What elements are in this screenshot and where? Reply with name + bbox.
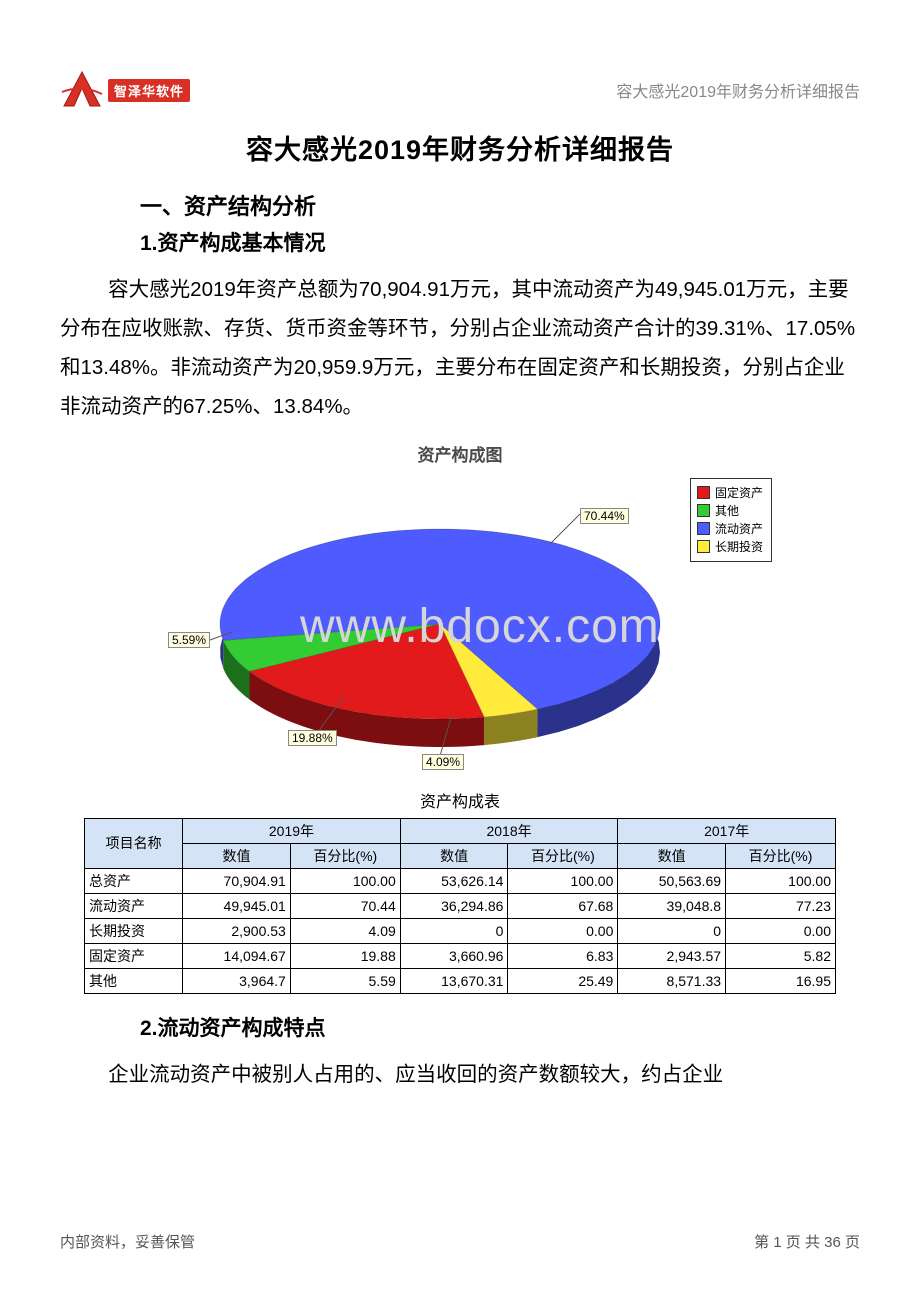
legend-item: 长期投资	[697, 538, 763, 556]
chart-legend: 固定资产其他流动资产长期投资	[690, 478, 772, 562]
table-row: 其他3,964.75.5913,670.3125.498,571.3316.95	[85, 968, 836, 993]
cell: 70,904.91	[183, 868, 291, 893]
legend-item: 其他	[697, 502, 763, 520]
sub-val-1: 数值	[400, 843, 508, 868]
cell: 13,670.31	[400, 968, 508, 993]
table-row: 总资产70,904.91100.0053,626.14100.0050,563.…	[85, 868, 836, 893]
cell: 2,900.53	[183, 918, 291, 943]
legend-item: 固定资产	[697, 484, 763, 502]
legend-label: 长期投资	[715, 538, 763, 556]
cell: 4.09	[290, 918, 400, 943]
cell: 49,945.01	[183, 893, 291, 918]
cell: 100.00	[290, 868, 400, 893]
callout-liudong: 70.44%	[580, 508, 629, 524]
subsection-heading-2: 2.流动资产构成特点	[140, 1012, 860, 1042]
footer-right: 第 1 页 共 36 页	[754, 1231, 860, 1252]
document-page: 智泽华软件 容大感光2019年财务分析详细报告 容大感光2019年财务分析详细报…	[0, 0, 920, 1302]
logo-icon	[60, 70, 104, 110]
footer-left: 内部资料，妥善保管	[60, 1231, 195, 1252]
cell: 100.00	[508, 868, 618, 893]
cell: 77.23	[726, 893, 836, 918]
legend-label: 流动资产	[715, 520, 763, 538]
table-title: 资产构成表	[60, 788, 860, 812]
table-row: 流动资产49,945.0170.4436,294.8667.6839,048.8…	[85, 893, 836, 918]
cell: 25.49	[508, 968, 618, 993]
cell: 0	[618, 918, 726, 943]
cell: 70.44	[290, 893, 400, 918]
pie-chart: 固定资产其他流动资产长期投资 70.44% 5.59% 19.88% 4.09%…	[140, 474, 780, 774]
col-year-2: 2017年	[618, 818, 836, 843]
cell: 3,660.96	[400, 943, 508, 968]
legend-swatch	[697, 522, 710, 535]
col-year-0: 2019年	[183, 818, 401, 843]
sub-pct-0: 百分比(%)	[290, 843, 400, 868]
sub-pct-2: 百分比(%)	[726, 843, 836, 868]
legend-swatch	[697, 486, 710, 499]
paragraph-1: 容大感光2019年资产总额为70,904.91万元，其中流动资产为49,945.…	[60, 271, 860, 427]
row-name: 长期投资	[85, 918, 183, 943]
cell: 0.00	[508, 918, 618, 943]
cell: 0	[400, 918, 508, 943]
logo: 智泽华软件	[60, 70, 190, 110]
pie-chart-block: 资产构成图 固定资产其他流动资产长期投资 70.44% 5.59% 19.88%…	[140, 441, 780, 774]
sub-pct-1: 百分比(%)	[508, 843, 618, 868]
legend-swatch	[697, 504, 710, 517]
callout-guding: 19.88%	[288, 730, 337, 746]
header-right-text: 容大感光2019年财务分析详细报告	[616, 78, 860, 102]
legend-item: 流动资产	[697, 520, 763, 538]
table-row: 长期投资2,900.534.0900.0000.00	[85, 918, 836, 943]
cell: 67.68	[508, 893, 618, 918]
cell: 8,571.33	[618, 968, 726, 993]
logo-brand-text: 智泽华软件	[108, 79, 190, 102]
callout-qita: 5.59%	[168, 632, 210, 648]
legend-label: 其他	[715, 502, 739, 520]
cell: 50,563.69	[618, 868, 726, 893]
page-footer: 内部资料，妥善保管 第 1 页 共 36 页	[60, 1231, 860, 1252]
paragraph-2: 企业流动资产中被别人占用的、应当收回的资产数额较大，约占企业	[60, 1056, 860, 1095]
asset-table: 项目名称 2019年 2018年 2017年 数值 百分比(%) 数值 百分比(…	[84, 818, 836, 994]
pie-svg	[140, 474, 780, 774]
row-name: 其他	[85, 968, 183, 993]
table-row: 固定资产14,094.6719.883,660.966.832,943.575.…	[85, 943, 836, 968]
cell: 3,964.7	[183, 968, 291, 993]
row-name: 流动资产	[85, 893, 183, 918]
col-name: 项目名称	[85, 818, 183, 868]
page-header: 智泽华软件 容大感光2019年财务分析详细报告	[60, 70, 860, 110]
cell: 14,094.67	[183, 943, 291, 968]
section-heading: 一、资产结构分析	[140, 189, 860, 221]
legend-label: 固定资产	[715, 484, 763, 502]
cell: 16.95	[726, 968, 836, 993]
chart-title: 资产构成图	[140, 441, 780, 466]
cell: 39,048.8	[618, 893, 726, 918]
cell: 6.83	[508, 943, 618, 968]
cell: 36,294.86	[400, 893, 508, 918]
sub-val-2: 数值	[618, 843, 726, 868]
legend-swatch	[697, 540, 710, 553]
cell: 5.82	[726, 943, 836, 968]
sub-val-0: 数值	[183, 843, 291, 868]
row-name: 固定资产	[85, 943, 183, 968]
callout-changqi: 4.09%	[422, 754, 464, 770]
row-name: 总资产	[85, 868, 183, 893]
cell: 100.00	[726, 868, 836, 893]
cell: 53,626.14	[400, 868, 508, 893]
col-year-1: 2018年	[400, 818, 618, 843]
cell: 19.88	[290, 943, 400, 968]
cell: 2,943.57	[618, 943, 726, 968]
cell: 5.59	[290, 968, 400, 993]
page-title: 容大感光2019年财务分析详细报告	[60, 128, 860, 167]
subsection-heading-1: 1.资产构成基本情况	[140, 227, 860, 257]
cell: 0.00	[726, 918, 836, 943]
